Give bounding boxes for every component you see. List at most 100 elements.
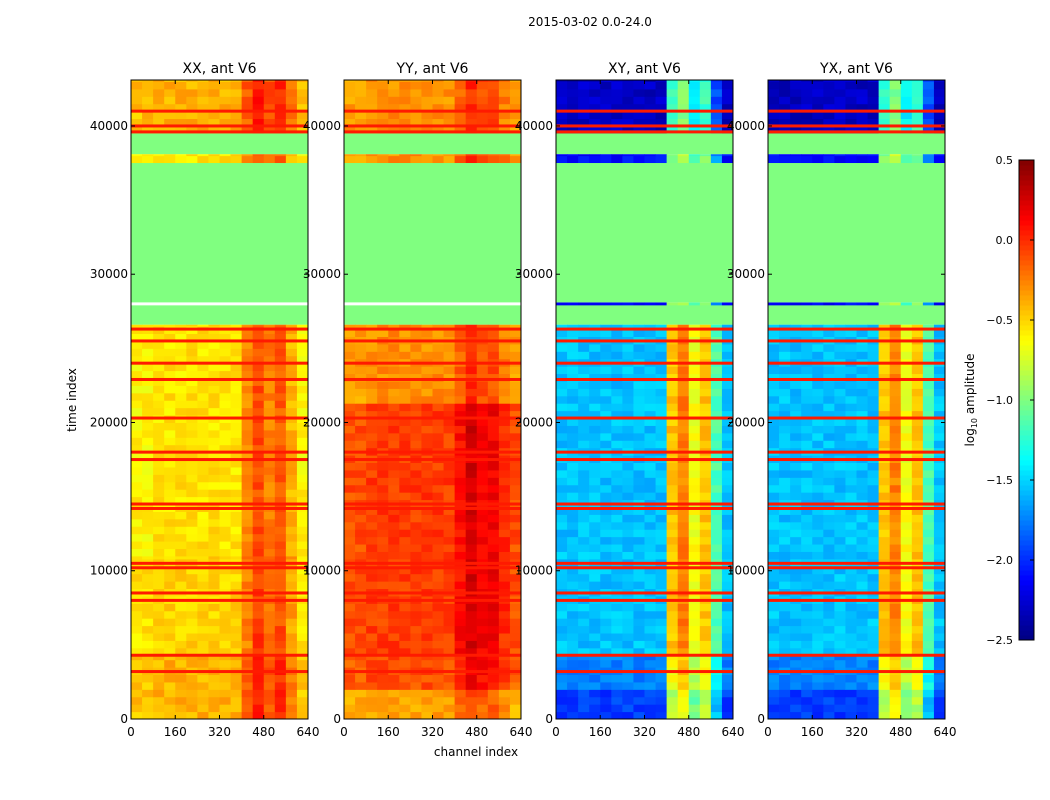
heatmap-cell — [922, 81, 935, 90]
x-tick-label: 0 — [127, 725, 135, 739]
heatmap-cell — [399, 469, 411, 478]
heatmap-cell — [768, 395, 780, 404]
heatmap-cell — [644, 302, 657, 306]
heatmap-cell — [790, 96, 802, 105]
heatmap-cell — [710, 154, 723, 157]
heatmap-cell — [377, 681, 389, 690]
colorbar-segment — [1019, 235, 1034, 241]
heatmap-cell — [197, 444, 209, 453]
heatmap-cell — [263, 422, 276, 431]
heatmap-cell — [567, 81, 579, 90]
heatmap-cell — [366, 647, 378, 656]
heatmap-cell — [900, 689, 913, 698]
heatmap-cell — [721, 603, 733, 612]
heatmap-cell — [164, 541, 176, 550]
heatmap-cell — [812, 618, 824, 627]
heatmap-cell — [509, 477, 521, 486]
heatmap-cell — [432, 633, 445, 641]
heatmap-cell — [801, 302, 813, 306]
heatmap-cell — [285, 573, 298, 582]
heatmap-cell — [252, 103, 265, 112]
heatmap-cell — [622, 689, 634, 698]
heatmap-cell — [655, 154, 668, 157]
heatmap-cell — [476, 388, 489, 397]
heatmap-cell — [219, 370, 232, 379]
heatmap-cell — [366, 462, 378, 471]
heatmap-cell — [142, 333, 154, 342]
heatmap-cell — [801, 633, 813, 641]
heatmap-cell — [790, 581, 802, 590]
heatmap-cell — [285, 625, 298, 634]
heatmap-cell — [856, 581, 869, 590]
heatmap-cell — [421, 610, 433, 619]
heatmap-cell — [845, 469, 857, 478]
heatmap-cell — [410, 380, 422, 389]
heatmap-cell — [230, 429, 243, 438]
colorbar-segment — [1019, 405, 1034, 411]
heatmap-cell — [889, 492, 902, 501]
heatmap-cell — [399, 696, 411, 705]
heatmap-cell — [487, 696, 500, 705]
heatmap-cell — [856, 704, 869, 713]
heatmap-cell — [677, 125, 690, 134]
heatmap-cell — [164, 422, 176, 431]
heatmap-cell — [790, 689, 802, 698]
heatmap-cell — [241, 581, 254, 590]
heatmap-cell — [556, 521, 568, 530]
rfi-line — [556, 377, 733, 381]
heatmap-cell — [812, 118, 824, 127]
heatmap-cell — [186, 496, 198, 505]
rfi-line — [131, 377, 308, 381]
heatmap-cell — [498, 484, 511, 493]
heatmap-cell — [366, 681, 378, 690]
heatmap-cell — [768, 655, 780, 661]
rfi-line — [768, 327, 945, 331]
heatmap-cell — [644, 506, 657, 515]
heatmap-cell — [388, 689, 400, 698]
heatmap-cell — [296, 370, 308, 379]
heatmap-cell — [197, 81, 209, 90]
heatmap-cell — [142, 437, 154, 446]
heatmap-cell — [856, 659, 869, 668]
heatmap-cell — [296, 422, 308, 431]
heatmap-cell — [578, 96, 590, 105]
heatmap-cell — [410, 469, 422, 478]
heatmap-cell — [399, 111, 411, 120]
heatmap-cell — [454, 655, 467, 661]
heatmap-cell — [823, 566, 835, 575]
heatmap-cell — [790, 625, 802, 634]
heatmap-cell — [856, 380, 869, 389]
panel-title: XX, ant V6 — [183, 61, 257, 77]
colorbar-segment — [1019, 590, 1034, 596]
heatmap-cell — [443, 96, 456, 105]
heatmap-cell — [600, 96, 612, 105]
heatmap-cell — [834, 118, 846, 127]
heatmap-cell — [878, 432, 891, 441]
heatmap-cell — [131, 541, 143, 550]
heatmap-cell — [710, 492, 723, 501]
heatmap-cell — [644, 689, 657, 698]
heatmap-cell — [655, 506, 668, 515]
heatmap-cell — [823, 103, 835, 112]
heatmap-cell — [465, 380, 478, 389]
heatmap-cell — [768, 618, 780, 627]
heatmap-cell — [274, 118, 287, 127]
heatmap-cell — [296, 696, 308, 705]
heatmap-cell — [633, 640, 645, 649]
heatmap-cell — [823, 681, 835, 690]
rfi-line — [344, 561, 521, 565]
heatmap-cell — [644, 529, 657, 538]
heatmap-cell — [556, 366, 568, 375]
heatmap-cell — [922, 521, 935, 530]
heatmap-cell — [230, 459, 243, 468]
heatmap-cell — [600, 418, 612, 426]
heatmap-cell — [454, 506, 467, 515]
heatmap-cell — [498, 647, 511, 656]
heatmap-cell — [556, 440, 568, 449]
heatmap-cell — [399, 81, 411, 90]
heatmap-cell — [611, 469, 623, 478]
heatmap-cell — [274, 385, 287, 394]
heatmap-cell — [644, 80, 657, 82]
heatmap-cell — [867, 640, 880, 649]
heatmap-cell — [432, 655, 445, 661]
